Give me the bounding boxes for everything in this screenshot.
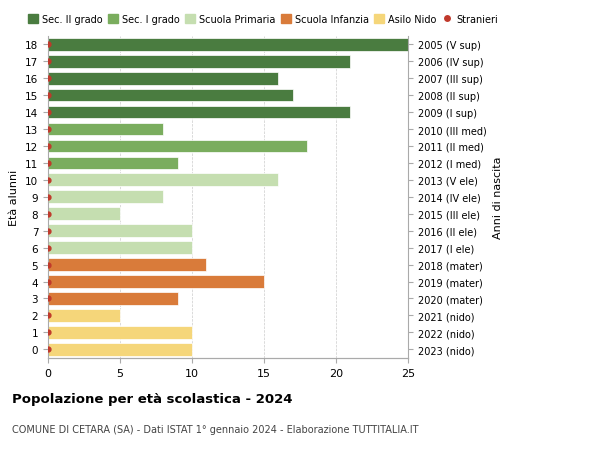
Y-axis label: Età alunni: Età alunni [10,169,19,225]
Legend: Sec. II grado, Sec. I grado, Scuola Primaria, Scuola Infanzia, Asilo Nido, Stran: Sec. II grado, Sec. I grado, Scuola Prim… [24,11,502,28]
Bar [48,73,278,85]
Bar [48,174,278,187]
Bar [48,140,307,153]
Bar [48,208,120,221]
Text: COMUNE DI CETARA (SA) - Dati ISTAT 1° gennaio 2024 - Elaborazione TUTTITALIA.IT: COMUNE DI CETARA (SA) - Dati ISTAT 1° ge… [12,425,419,435]
Bar [48,157,178,170]
Bar [48,191,163,204]
Bar [48,90,293,102]
Bar [48,39,408,51]
Bar [48,343,192,356]
Bar [48,292,178,305]
Bar [48,275,264,288]
Bar [48,259,206,271]
Bar [48,123,163,136]
Bar [48,326,192,339]
Bar [48,225,192,237]
Y-axis label: Anni di nascita: Anni di nascita [493,156,503,239]
Bar [48,106,350,119]
Bar [48,242,192,254]
Bar [48,56,350,68]
Text: Popolazione per età scolastica - 2024: Popolazione per età scolastica - 2024 [12,392,293,405]
Bar [48,309,120,322]
